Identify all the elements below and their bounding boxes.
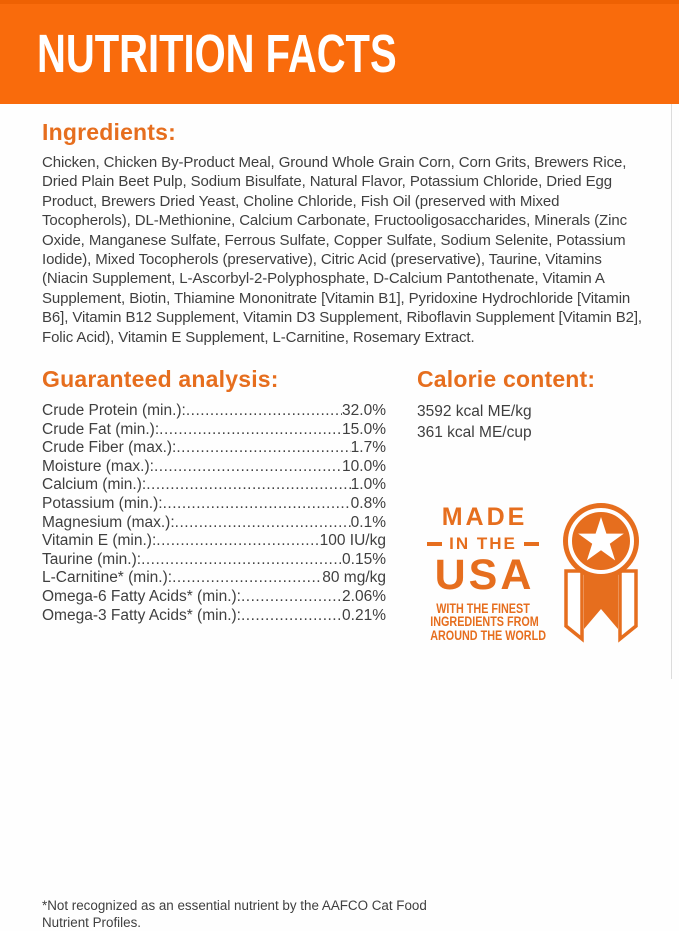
analysis-row: Omega-6 Fatty Acids* (min.): 2.06% xyxy=(42,588,386,607)
award-ribbon-star-icon xyxy=(563,503,639,643)
nutrition-label: NUTRITION FACTS Ingredients: Chicken, Ch… xyxy=(0,0,679,679)
dot-leader xyxy=(141,551,342,570)
analysis-value: 1.7% xyxy=(350,439,386,457)
analysis-value: 10.0% xyxy=(342,457,386,475)
analysis-label: Crude Protein (min.): xyxy=(42,402,186,419)
dot-leader xyxy=(156,532,319,551)
usa-tagline: WITH THE FINEST INGREDIENTS FROM AROUND … xyxy=(430,600,546,643)
ingredients-section: Ingredients: Chicken, Chicken By-Product… xyxy=(0,104,679,347)
analysis-value: 100 IU/kg xyxy=(319,532,386,550)
dot-leader xyxy=(159,421,342,440)
dot-leader xyxy=(186,402,342,421)
dot-leader xyxy=(241,607,342,626)
analysis-row: Moisture (max.): 10.0% xyxy=(42,458,386,477)
analysis-row: Calcium (min.): 1.0% xyxy=(42,476,386,495)
tagline-line-2: INGREDIENTS FROM xyxy=(430,614,539,630)
analysis-columns: Guaranteed analysis: Crude Protein (min.… xyxy=(42,366,645,930)
dot-leader xyxy=(172,569,322,588)
analysis-value: 0.21% xyxy=(342,606,386,624)
dot-leader xyxy=(175,514,351,533)
footnote: *Not recognized as an essential nutrient… xyxy=(42,898,427,930)
analysis-label: Crude Fat (min.): xyxy=(42,420,160,438)
analysis-label: Magnesium (max.): xyxy=(42,513,175,531)
dot-leader xyxy=(176,439,350,458)
calorie-per-cup: 361 kcal ME/cup xyxy=(417,424,532,441)
dash-left-icon xyxy=(427,541,443,546)
analysis-row: Magnesium (max.): 0.1% xyxy=(42,514,386,533)
analysis-label: Omega-6 Fatty Acids* (min.): xyxy=(42,587,241,605)
in-the-label-row: IN THE xyxy=(417,535,549,552)
usa-label: USA xyxy=(434,551,535,599)
guaranteed-analysis-section: Guaranteed analysis: Crude Protein (min.… xyxy=(42,366,427,930)
analysis-value: 2.06% xyxy=(342,587,386,605)
photo-edge-line xyxy=(671,104,672,679)
made-in-usa-badge: MADE IN THE USA WITH THE FINEST INGREDIE… xyxy=(417,503,645,649)
dash-right-icon xyxy=(523,541,539,546)
calorie-content-section: Calorie content: 3592 kcal ME/kg 361 kca… xyxy=(386,366,645,649)
analysis-value: 0.1% xyxy=(350,513,386,531)
analysis-row: Potassium (min.): 0.8% xyxy=(42,495,386,514)
ingredients-heading: Ingredients: xyxy=(42,119,177,145)
analysis-label: Potassium (min.): xyxy=(42,494,163,512)
analysis-row: Vitamin E (min.): 100 IU/kg xyxy=(42,532,386,551)
analysis-row: Crude Fat (min.): 15.0% xyxy=(42,421,386,440)
tagline-line-3: AROUND THE WORLD xyxy=(430,627,546,643)
analysis-value: 32.0% xyxy=(342,402,386,419)
analysis-row: Taurine (min.): 0.15% xyxy=(42,551,386,570)
analysis-label: L-Carnitine* (min.): xyxy=(42,569,173,587)
dot-leader xyxy=(146,476,350,495)
analysis-value: 0.15% xyxy=(342,550,386,568)
ingredients-text: Chicken, Chicken By-Product Meal, Ground… xyxy=(42,154,642,346)
analysis-label: Calcium (min.): xyxy=(42,476,147,494)
analysis-value: 1.0% xyxy=(350,476,386,494)
page-title: NUTRITION FACTS xyxy=(37,24,397,84)
made-label: MADE xyxy=(441,503,528,531)
analysis-row: L-Carnitine* (min.): 80 mg/kg xyxy=(42,569,386,588)
analysis-row: Omega-3 Fatty Acids* (min.): 0.21% xyxy=(42,607,386,626)
calorie-content-heading: Calorie content: xyxy=(417,366,596,392)
calorie-values: 3592 kcal ME/kg 361 kcal ME/cup xyxy=(417,401,645,443)
guaranteed-analysis-table: Crude Protein (min.): 32.0% Crude Fat (m… xyxy=(42,402,386,625)
analysis-label: Omega-3 Fatty Acids* (min.): xyxy=(42,606,241,624)
dot-leader xyxy=(154,458,342,477)
analysis-label: Moisture (max.): xyxy=(42,457,154,475)
header-banner: NUTRITION FACTS xyxy=(0,0,679,104)
analysis-label: Taurine (min.): xyxy=(42,550,142,568)
analysis-label: Vitamin E (min.): xyxy=(42,532,157,550)
analysis-label: Crude Fiber (max.): xyxy=(42,439,177,457)
dot-leader xyxy=(241,588,342,607)
analysis-row: Crude Fiber (max.): 1.7% xyxy=(42,439,386,458)
calorie-per-kg: 3592 kcal ME/kg xyxy=(417,403,532,420)
analysis-value: 15.0% xyxy=(342,420,386,438)
analysis-value: 80 mg/kg xyxy=(322,569,386,587)
tagline-line-1: WITH THE FINEST xyxy=(436,600,530,616)
analysis-value: 0.8% xyxy=(350,494,386,512)
dot-leader xyxy=(163,495,351,514)
made-in-usa-text: MADE IN THE USA WITH THE FINEST INGREDIE… xyxy=(417,505,549,642)
analysis-row: Crude Protein (min.): 32.0% xyxy=(42,402,386,421)
guaranteed-analysis-heading: Guaranteed analysis: xyxy=(42,366,279,392)
in-the-label: IN THE xyxy=(449,534,517,553)
label-content: Ingredients: Chicken, Chicken By-Product… xyxy=(0,104,679,930)
